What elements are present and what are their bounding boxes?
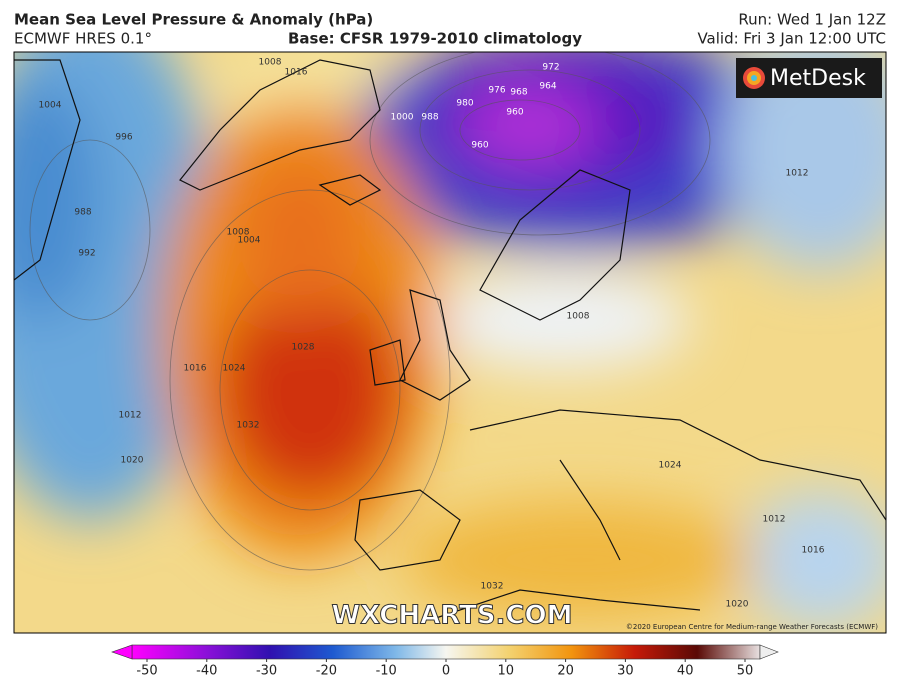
contour-label: 1004 [39,101,62,111]
contour-label: 1012 [786,169,809,179]
contour-label: 972 [542,63,559,73]
colorbar-body [131,644,761,660]
colorbar-tick-label: 20 [557,664,574,679]
colorbar-tick-label: -10 [376,664,397,679]
colorbar-tick-label: 40 [677,664,694,679]
colorbar-tick-label: 10 [498,664,515,679]
contour-label: 988 [74,208,91,218]
copyright: ©2020 European Centre for Medium-range W… [626,623,878,631]
contour-label: 996 [115,133,132,143]
watermark: WXCHARTS.COM [331,601,572,631]
contour-label: 1000 [391,113,414,123]
logo-text: MetDesk [770,66,866,91]
contour-label: 980 [456,99,473,109]
coastlines [14,59,886,621]
map [14,52,886,633]
colorbar: -50 -40 -30 -20 -10 0 10 20 30 40 50 [111,644,779,679]
contour-label: 1032 [481,582,504,592]
title: Mean Sea Level Pressure & Anomaly (hPa) [14,11,373,29]
contour-label: 1020 [726,600,749,610]
contour-label: 1024 [223,364,246,374]
contour-label: 1008 [227,228,250,238]
isobars [29,52,711,571]
contour-label: 968 [510,88,527,98]
colorbar-tick-label: 0 [442,664,450,679]
contour-label: 1016 [802,546,825,556]
map-frame [13,51,887,634]
contour-label: 1008 [567,312,590,322]
logo-icon [743,67,765,89]
run: Run: Wed 1 Jan 12Z [738,11,886,29]
colorbar-tick-label: -20 [316,664,337,679]
valid: Valid: Fri 3 Jan 12:00 UTC [697,30,886,48]
contour-label: 992 [78,249,95,259]
contour-label: 1004 [238,236,261,246]
contour-label: 1012 [119,411,142,421]
contour-label: 964 [539,82,556,92]
model: ECMWF HRES 0.1° [14,30,152,48]
base: Base: CFSR 1979-2010 climatology [288,30,582,48]
contour-label: 1008 [259,58,282,68]
contour-label: 960 [506,108,523,118]
contour-label: 1024 [659,461,682,471]
colorbar-low-arrow [111,644,133,660]
colorbar-tick-label: 30 [617,664,634,679]
colorbar-tick-label: -40 [196,664,217,679]
contour-label: 1028 [292,343,315,353]
contour-label: 988 [421,113,438,123]
colorbar-tick-label: -30 [256,664,277,679]
colorbar-tick-label: -50 [136,664,157,679]
contour-label: 1016 [285,68,308,78]
colorbar-tick-label: 50 [737,664,754,679]
contour-label: 960 [471,141,488,151]
contour-label: 1032 [237,421,260,431]
contour-label: 976 [488,86,505,96]
contour-label: 1012 [763,515,786,525]
contour-label: 1020 [121,456,144,466]
colorbar-high-arrow [759,644,779,660]
contour-label: 1016 [184,364,207,374]
